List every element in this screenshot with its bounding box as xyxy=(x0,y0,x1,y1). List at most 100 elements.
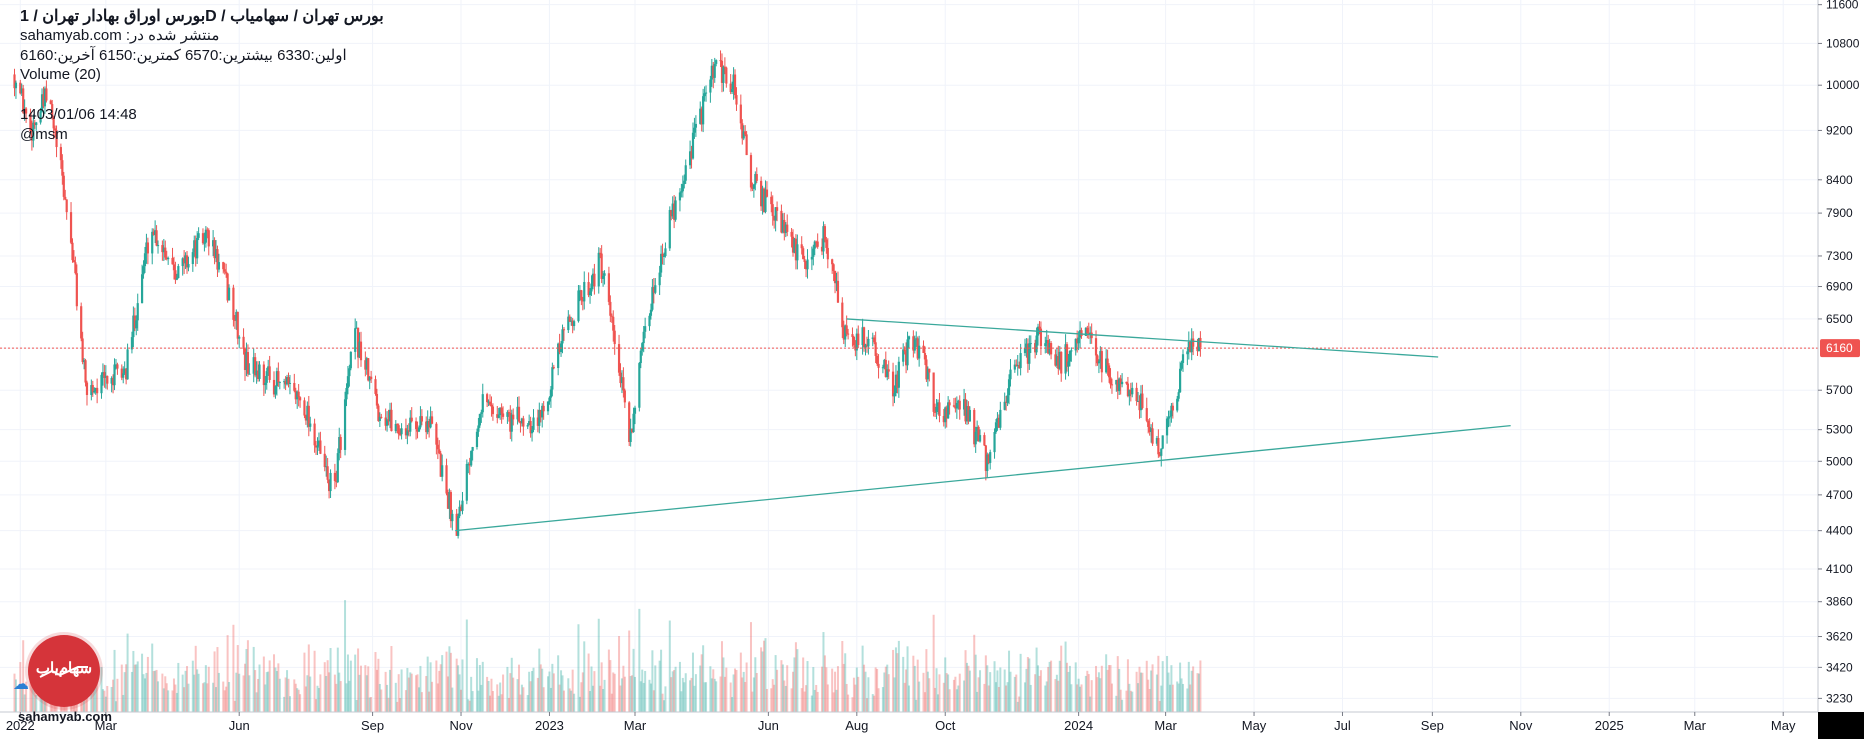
candle-body xyxy=(816,241,819,247)
volume-bar xyxy=(213,651,216,712)
candle-body xyxy=(24,108,28,114)
volume-bar xyxy=(1157,655,1160,712)
time-tick-label: Aug xyxy=(845,718,868,733)
candle-body xyxy=(922,345,925,353)
candle-body xyxy=(570,320,573,322)
volume-bar xyxy=(873,695,876,712)
candle-body xyxy=(725,67,728,84)
candle-body xyxy=(935,406,938,413)
candle-body xyxy=(851,334,854,337)
candle-body xyxy=(1003,401,1006,410)
candle-body xyxy=(1110,384,1114,386)
volume-bar xyxy=(380,689,383,712)
candle-body xyxy=(204,229,207,243)
volume-bar xyxy=(394,682,397,712)
candle-body xyxy=(23,108,26,113)
candle-body xyxy=(1029,343,1032,345)
volume-bar xyxy=(1074,662,1077,712)
volume-bar xyxy=(712,669,715,712)
volume-bar xyxy=(183,687,186,712)
volume-bar xyxy=(813,689,816,712)
volume-bar xyxy=(551,663,554,712)
volume-bar xyxy=(429,662,432,712)
volume-bar xyxy=(204,665,207,712)
volume-bar xyxy=(177,662,180,712)
candle-body xyxy=(458,506,461,517)
candle-body xyxy=(1094,338,1098,356)
candle-body xyxy=(248,373,251,375)
volume-bar xyxy=(836,666,839,712)
candle-body xyxy=(471,447,474,451)
price-axis[interactable]: 11600 10800 10000 9200 8400 7900 7300 6900 6500 5… xyxy=(1817,0,1864,739)
candle-body xyxy=(1187,341,1190,352)
candle-body xyxy=(299,397,302,401)
candle-body xyxy=(965,406,969,422)
volume-bar xyxy=(649,683,652,712)
candle-body xyxy=(217,262,221,270)
volume-bar xyxy=(245,649,248,712)
volume-bar xyxy=(1023,682,1026,712)
candle-body xyxy=(583,282,586,302)
volume-bar xyxy=(471,691,474,712)
volume-bar xyxy=(410,673,413,712)
volume-bar xyxy=(1126,659,1129,712)
volume-bar xyxy=(132,650,135,712)
candle-body xyxy=(343,399,347,450)
volume-bar xyxy=(335,683,338,712)
time-axis[interactable]: 2022 Mar Jun Sep Nov 2023 Mar Jun Aug Oct 2024 Mar M… xyxy=(0,711,1864,739)
volume-bar xyxy=(186,666,189,712)
candle-body xyxy=(633,407,637,414)
candle-body xyxy=(242,336,245,349)
volume-bar xyxy=(842,663,845,712)
volume-bar xyxy=(386,684,389,712)
candle-body xyxy=(385,419,389,426)
time-tick-label: Mar xyxy=(624,718,647,733)
volume-bar xyxy=(700,654,703,712)
volume-bar xyxy=(1047,666,1050,712)
volume-bar xyxy=(974,654,977,712)
candle-body xyxy=(659,253,663,273)
candle-body xyxy=(1097,361,1101,364)
candle-body xyxy=(33,122,36,126)
volume-bar xyxy=(1060,645,1063,712)
candle-body xyxy=(1106,358,1109,366)
candle-body xyxy=(258,364,261,379)
time-tick-label: Sep xyxy=(361,718,384,733)
volume-bar xyxy=(810,695,813,712)
volume-bar xyxy=(407,677,410,712)
volume-bar xyxy=(101,689,104,712)
volume-bar xyxy=(415,675,418,712)
candle-body xyxy=(1099,351,1102,362)
trend-arrow-icon xyxy=(39,666,88,678)
volume-bar xyxy=(1015,674,1018,712)
trendlines[interactable] xyxy=(455,318,1511,532)
volume-bar xyxy=(834,671,837,712)
volume-bar xyxy=(816,691,819,712)
candle-body xyxy=(752,184,755,189)
volume-bar xyxy=(477,690,480,712)
volume-bar xyxy=(623,676,626,712)
candle-body xyxy=(85,382,89,396)
volume-bar xyxy=(618,636,621,712)
candle-body xyxy=(842,327,845,340)
volume-bar xyxy=(436,683,439,712)
candle-body xyxy=(996,417,999,423)
volume-bar xyxy=(855,667,858,712)
candle-body xyxy=(278,381,281,383)
candle-body xyxy=(562,329,566,331)
time-tick-label: Mar xyxy=(1684,718,1707,733)
volume-bar xyxy=(922,672,925,712)
volume-bar xyxy=(573,693,576,712)
volume-bar xyxy=(428,691,431,712)
volume-bar xyxy=(749,622,752,712)
time-tick-label: May xyxy=(1771,718,1796,733)
last-price-tag xyxy=(1820,339,1860,358)
volume-bar xyxy=(133,664,136,712)
volume-bar xyxy=(957,685,960,712)
volume-bar xyxy=(307,644,310,712)
volume-bar xyxy=(955,689,958,712)
candle-body xyxy=(212,240,215,247)
volume-bar xyxy=(522,687,525,712)
candle-body xyxy=(96,387,99,394)
